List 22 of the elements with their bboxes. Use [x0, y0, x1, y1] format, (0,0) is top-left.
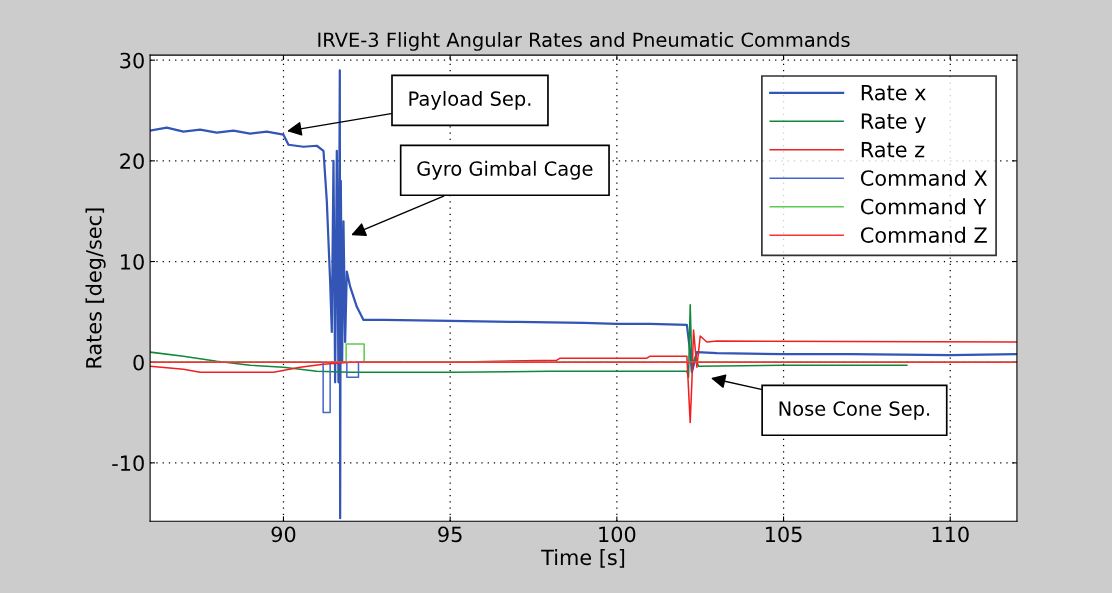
x-tick-label: 105 — [765, 526, 802, 543]
x-axis-title: Time [s] — [541, 549, 625, 568]
x-tick-label: 95 — [438, 526, 462, 543]
legend-label: Rate z — [861, 141, 925, 158]
x-tick-label: 90 — [271, 526, 296, 543]
y-axis-title: Rates [deg/sec] — [85, 208, 106, 368]
annotation: Payload Sep. — [409, 90, 531, 110]
x-tick-label: 100 — [599, 526, 636, 543]
chart-title: IRVE-3 Flight Angular Rates and Pneumatic Commands — [318, 32, 850, 51]
y-tick-label: 20 — [120, 153, 144, 170]
y-tick-label: 30 — [120, 52, 144, 69]
legend-label: Command Y — [860, 198, 987, 215]
legend-label: Command Z — [860, 226, 987, 243]
y-tick-label: 10 — [121, 253, 144, 270]
x-tick-label: 110 — [932, 526, 969, 543]
legend-label: Command X — [860, 169, 988, 186]
y-tick-label: 0 — [133, 354, 144, 371]
legend-label: Rate x — [861, 84, 926, 101]
y-tick-label: -10 — [112, 455, 144, 472]
annotation: Gyro Gimbal Cage — [417, 160, 593, 180]
legend-label: Rate y — [861, 113, 926, 133]
annotation: Nose Cone Sep. — [779, 401, 930, 420]
